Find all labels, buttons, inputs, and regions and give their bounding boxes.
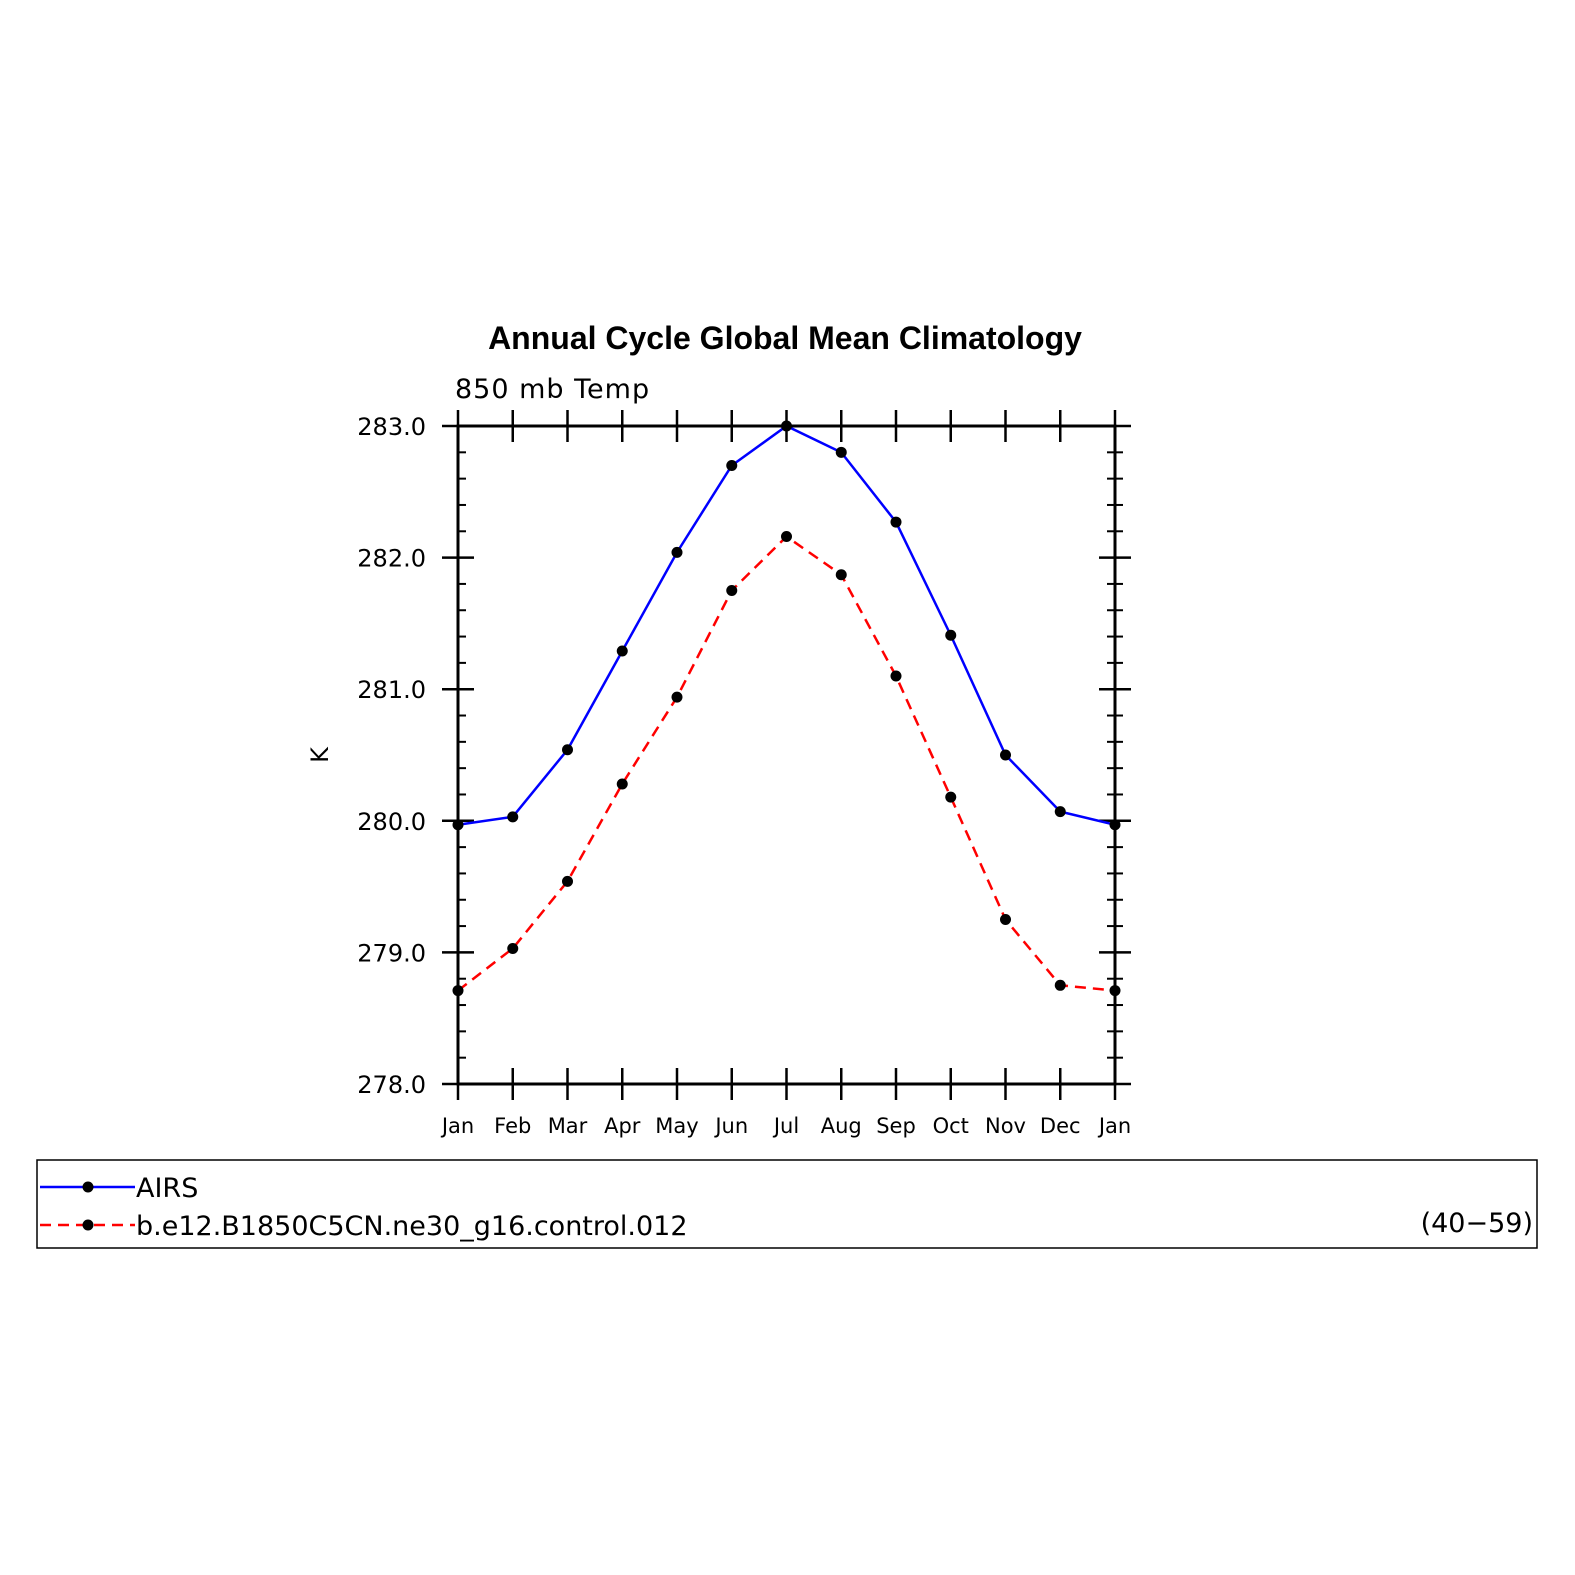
series-point-1 — [616, 778, 628, 790]
series-point-0 — [562, 744, 573, 756]
series-point-1 — [1109, 985, 1121, 997]
y-axis-label: K — [306, 746, 334, 763]
series-point-0 — [452, 819, 464, 831]
series-point-0 — [890, 516, 902, 528]
series-point-0 — [507, 811, 519, 823]
series-point-1 — [507, 942, 519, 954]
series-point-1 — [1054, 979, 1066, 991]
x-tick-label: Feb — [494, 1114, 531, 1138]
legend-note: (40−59) — [1421, 1208, 1533, 1239]
series-point-1 — [562, 875, 573, 887]
x-tick-label: Jan — [1097, 1114, 1131, 1138]
series-point-1 — [726, 585, 738, 596]
y-tick-label: 280.0 — [357, 808, 426, 836]
series-point-1 — [890, 670, 902, 682]
series-point-1 — [781, 531, 792, 543]
x-tick-label: Jun — [713, 1114, 748, 1138]
legend-marker-0 — [82, 1181, 94, 1193]
y-tick-label: 283.0 — [357, 413, 426, 441]
series-point-1 — [835, 569, 847, 581]
series-point-0 — [781, 420, 792, 432]
axes — [456, 424, 1117, 1086]
x-tick-label: Apr — [604, 1114, 641, 1138]
x-tick-label: Jan — [440, 1114, 474, 1138]
series-point-0 — [1054, 806, 1066, 818]
series-point-0 — [1000, 749, 1011, 761]
x-tick-label: May — [655, 1114, 698, 1138]
legend-marker-1 — [82, 1219, 94, 1231]
series — [452, 420, 1121, 997]
x-tick-label: Nov — [985, 1114, 1026, 1138]
x-tick-label: Dec — [1040, 1114, 1081, 1138]
series-line-0 — [457, 424, 1116, 826]
x-tick-label: Jul — [772, 1114, 799, 1138]
series-point-0 — [726, 459, 738, 471]
legend: AIRS b.e12.B1850C5CN.ne30_g16.control.012… — [36, 1159, 1538, 1249]
legend-label-1: b.e12.B1850C5CN.ne30_g16.control.012 — [136, 1211, 688, 1242]
series-point-0 — [671, 546, 683, 558]
x-tick-label: Mar — [548, 1114, 588, 1138]
y-tick-label: 281.0 — [357, 676, 426, 704]
chart-title: Annual Cycle Global Mean Climatology — [488, 320, 1082, 356]
series-point-0 — [945, 629, 957, 641]
ticks: 278.0 279.0 280.0 281.0 282.0 283.0 Jan Feb Mar A… — [357, 410, 1131, 1138]
series-point-1 — [945, 791, 957, 803]
y-tick-label: 279.0 — [357, 939, 426, 967]
x-tick-label: Oct — [933, 1114, 969, 1138]
x-tick-label: Aug — [821, 1114, 862, 1138]
series-point-1 — [671, 691, 683, 703]
legend-label-0: AIRS — [136, 1173, 198, 1204]
series-point-0 — [835, 446, 847, 458]
series-point-1 — [1000, 914, 1011, 925]
y-tick-label: 282.0 — [357, 545, 426, 573]
series-point-0 — [616, 645, 628, 657]
y-tick-label: 278.0 — [357, 1071, 426, 1099]
chart-subtitle: 850 mb Temp — [455, 374, 650, 405]
series-point-1 — [452, 985, 464, 997]
x-tick-label: Sep — [876, 1114, 916, 1138]
series-point-0 — [1109, 819, 1121, 831]
legend-box — [36, 1159, 1538, 1249]
plot-frame — [456, 424, 1117, 1086]
